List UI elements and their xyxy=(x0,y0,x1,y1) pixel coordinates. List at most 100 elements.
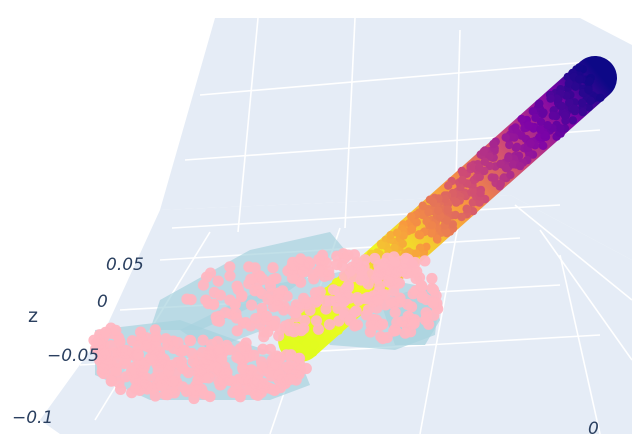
contact-point xyxy=(262,366,275,378)
contact-point xyxy=(167,375,179,387)
rod-point xyxy=(433,235,442,244)
back-gridline xyxy=(344,17,356,229)
rod-point xyxy=(398,239,407,248)
contact-point xyxy=(112,356,124,368)
contact-point xyxy=(273,287,285,299)
rod-point xyxy=(539,108,548,117)
contact-point xyxy=(230,381,242,393)
contact-point xyxy=(150,341,162,353)
rod-point xyxy=(458,169,468,178)
rod-point xyxy=(490,173,499,182)
contact-point xyxy=(219,307,231,319)
contact-point xyxy=(216,353,228,365)
contact-point xyxy=(262,326,274,338)
rod-point xyxy=(546,94,555,103)
contact-point xyxy=(248,349,260,361)
contact-point xyxy=(257,377,269,389)
back-wall-plane xyxy=(160,18,632,260)
contact-point xyxy=(212,275,224,287)
contact-point xyxy=(213,315,226,327)
contact-point xyxy=(310,296,322,308)
contact-point xyxy=(250,388,262,401)
contact-point xyxy=(198,388,210,400)
rod-point xyxy=(578,107,587,117)
contact-point xyxy=(344,265,356,277)
contact-point xyxy=(234,343,246,355)
contact-point xyxy=(115,383,127,395)
rod-point xyxy=(556,124,565,133)
rod-point xyxy=(427,221,437,230)
contact-point xyxy=(419,255,431,267)
contact-point xyxy=(351,292,363,304)
rod-point xyxy=(501,164,511,173)
rod-point xyxy=(528,107,537,116)
contact-point xyxy=(105,375,117,387)
contact-point xyxy=(396,316,408,328)
contact-point xyxy=(237,363,249,375)
rod-point xyxy=(306,331,316,340)
contact-point xyxy=(368,320,380,332)
rod-point xyxy=(479,147,488,156)
contact-point xyxy=(273,353,285,365)
contact-point xyxy=(161,389,174,401)
contact-point xyxy=(231,351,243,363)
contact-point xyxy=(298,292,310,304)
contact-point xyxy=(213,344,225,356)
contact-point xyxy=(286,354,298,366)
contact-point xyxy=(394,292,406,304)
contact-point xyxy=(172,337,184,349)
contact-point xyxy=(293,256,305,268)
contact-point xyxy=(309,287,321,299)
rod-point xyxy=(390,243,399,253)
rod-point xyxy=(457,212,466,222)
rod-point xyxy=(584,85,593,94)
contact-point xyxy=(312,323,325,335)
rod-point xyxy=(531,113,540,123)
rod-point xyxy=(564,79,574,88)
contact-point xyxy=(411,265,423,278)
rod-point xyxy=(516,161,525,171)
contact-point xyxy=(284,373,297,385)
contact-point xyxy=(98,363,110,375)
contact-point xyxy=(290,306,302,319)
contact-point xyxy=(257,273,269,285)
contact-point xyxy=(267,262,279,274)
rod-point xyxy=(512,142,522,151)
contact-point xyxy=(204,349,216,361)
contact-point xyxy=(320,295,332,307)
y-tick-label: 0 xyxy=(588,419,599,434)
rod-point xyxy=(577,98,587,108)
contact-point xyxy=(300,362,312,375)
rod-point xyxy=(462,205,472,214)
contact-point xyxy=(262,293,274,305)
rod-point xyxy=(475,172,484,182)
rod-point xyxy=(451,197,461,207)
contact-point xyxy=(231,325,243,337)
rod-point xyxy=(422,242,431,251)
rod-point xyxy=(475,198,484,207)
contact-point xyxy=(400,252,412,264)
contact-point xyxy=(197,334,209,346)
back-gridline xyxy=(199,59,611,96)
rod-point xyxy=(308,348,318,357)
rod-point xyxy=(565,98,574,107)
rod-point xyxy=(302,339,311,348)
contact-point xyxy=(240,384,252,396)
rod-point xyxy=(548,111,557,120)
rod-point xyxy=(505,140,514,150)
contact-point xyxy=(431,297,443,309)
contact-point xyxy=(165,359,177,371)
rod-point xyxy=(534,99,544,109)
rod-point xyxy=(427,229,436,238)
floor-gridline xyxy=(539,229,632,361)
rod-point xyxy=(552,94,562,103)
contact-point xyxy=(399,327,411,339)
contact-point xyxy=(310,315,323,327)
rod-point xyxy=(501,133,510,142)
contact-point xyxy=(132,340,144,353)
rod-point xyxy=(440,194,450,204)
contact-point xyxy=(356,265,368,277)
contact-point xyxy=(264,343,276,355)
